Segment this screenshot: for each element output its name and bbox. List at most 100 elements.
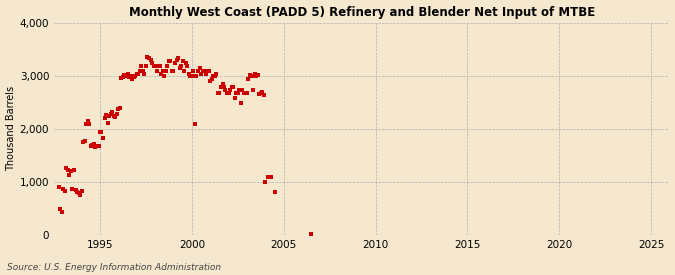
Point xyxy=(227,85,238,89)
Point xyxy=(230,95,240,100)
Point xyxy=(207,77,217,81)
Point xyxy=(81,121,92,126)
Point xyxy=(259,93,269,97)
Point xyxy=(88,142,99,146)
Point xyxy=(110,115,121,119)
Point xyxy=(209,74,220,78)
Point xyxy=(213,90,223,95)
Point xyxy=(240,90,251,95)
Point xyxy=(69,168,80,172)
Point xyxy=(171,58,182,62)
Point xyxy=(151,69,162,73)
Point xyxy=(234,88,244,92)
Point xyxy=(163,59,174,63)
Point xyxy=(196,72,207,76)
Point xyxy=(236,101,246,105)
Point xyxy=(197,69,208,74)
Text: Source: U.S. Energy Information Administration: Source: U.S. Energy Information Administ… xyxy=(7,263,221,272)
Point xyxy=(87,143,98,147)
Point xyxy=(133,72,144,76)
Point xyxy=(217,82,228,86)
Point xyxy=(167,69,178,74)
Point xyxy=(238,90,249,95)
Point xyxy=(93,144,104,149)
Point xyxy=(144,56,155,60)
Point xyxy=(220,88,231,92)
Point xyxy=(173,56,184,60)
Point xyxy=(221,90,232,95)
Point xyxy=(269,190,280,194)
Point xyxy=(59,189,70,193)
Point xyxy=(142,55,153,59)
Point xyxy=(194,66,205,70)
Point xyxy=(96,130,107,134)
Point xyxy=(80,138,90,143)
Point xyxy=(76,188,87,193)
Point xyxy=(176,64,186,68)
Point xyxy=(145,58,156,62)
Point xyxy=(232,90,243,95)
Point xyxy=(99,116,110,120)
Point xyxy=(65,169,76,174)
Point xyxy=(223,90,234,95)
Point xyxy=(53,185,64,190)
Point xyxy=(155,64,165,68)
Point xyxy=(132,72,142,76)
Point xyxy=(121,74,132,78)
Point xyxy=(185,74,196,78)
Point xyxy=(150,64,161,68)
Point xyxy=(219,85,230,89)
Point xyxy=(61,166,72,170)
Point xyxy=(115,106,126,110)
Point xyxy=(249,72,260,76)
Point xyxy=(103,120,113,125)
Point xyxy=(130,74,140,78)
Point xyxy=(126,74,136,78)
Point xyxy=(174,66,185,70)
Point xyxy=(64,173,75,177)
Point xyxy=(254,92,265,96)
Point xyxy=(244,73,255,77)
Point xyxy=(200,72,211,76)
Point xyxy=(263,175,274,180)
Point xyxy=(90,145,101,149)
Point xyxy=(188,69,198,74)
Title: Monthly West Coast (PADD 5) Refinery and Blender Net Input of MTBE: Monthly West Coast (PADD 5) Refinery and… xyxy=(129,6,595,18)
Point xyxy=(156,72,167,76)
Point xyxy=(105,112,116,116)
Point xyxy=(162,64,173,68)
Point xyxy=(169,61,180,65)
Point xyxy=(248,88,259,92)
Point xyxy=(104,113,115,118)
Point xyxy=(203,69,214,74)
Point xyxy=(67,187,78,191)
Point xyxy=(86,144,97,148)
Point xyxy=(101,112,111,117)
Point xyxy=(237,88,248,92)
Point xyxy=(202,69,213,74)
Point xyxy=(243,77,254,81)
Point xyxy=(182,64,192,68)
Point xyxy=(214,90,225,95)
Point xyxy=(92,144,103,148)
Point xyxy=(98,136,109,141)
Point xyxy=(107,110,117,115)
Point xyxy=(159,74,169,78)
Point xyxy=(140,64,151,68)
Point xyxy=(111,112,122,116)
Point xyxy=(178,59,188,63)
Point xyxy=(72,189,82,194)
Point xyxy=(256,89,267,94)
Point xyxy=(205,79,215,83)
Point xyxy=(179,69,190,74)
Point xyxy=(191,74,202,78)
Point xyxy=(168,69,179,74)
Point xyxy=(208,74,219,78)
Point xyxy=(252,73,263,77)
Point xyxy=(122,72,133,76)
Point xyxy=(157,69,168,74)
Point xyxy=(225,88,236,92)
Point xyxy=(95,129,105,134)
Point xyxy=(113,107,124,111)
Point xyxy=(139,72,150,76)
